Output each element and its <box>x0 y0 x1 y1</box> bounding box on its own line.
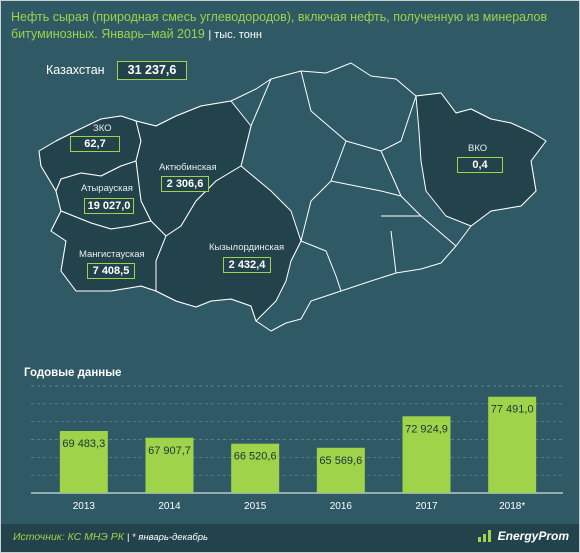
footer-bar: Источник: КС МНЭ РК | * январь-декабрь E… <box>1 524 579 552</box>
section-title: Годовые данные <box>24 367 122 379</box>
region-label-aktobe: Актюбинская <box>159 162 217 173</box>
bar-value-label: 65 569,6 <box>319 455 362 467</box>
source-text: Источник: КС МНЭ РК | * январь-декабрь <box>13 531 208 543</box>
country-label: Казахстан <box>46 63 105 77</box>
x-tick-label: 2016 <box>330 501 353 512</box>
unit-label: | тыс. тонн <box>208 29 262 41</box>
bar-2014 <box>145 437 194 493</box>
region-value-mangystau: 7 408,5 <box>87 263 135 279</box>
region-kyzylorda <box>155 165 302 322</box>
country-value: 31 237,6 <box>117 61 187 80</box>
bar-value-label: 77 491,0 <box>491 404 534 416</box>
bar-2018* <box>488 396 537 493</box>
x-tick-label: 2013 <box>73 501 96 512</box>
region-label-mangystau: Мангистауская <box>79 249 145 260</box>
bar-2017 <box>402 416 451 493</box>
source-label: Источник: КС МНЭ РК <box>13 531 124 543</box>
chart-grid <box>31 385 563 494</box>
region-value-aktobe: 2 306,6 <box>161 176 209 192</box>
x-tick-label: 2014 <box>158 501 181 512</box>
bar-value-label: 67 907,7 <box>148 445 191 457</box>
region-value-vko: 0,4 <box>457 157 503 173</box>
annual-bar-chart: 69 483,3 67 907,7 66 520,6 65 569,6 72 924,9… <box>31 385 563 512</box>
region-value-kyzylorda: 2 432,4 <box>223 257 271 273</box>
chart-x-labels: 2013 2014 2015 2016 2017 2018* <box>73 501 526 512</box>
bar-value-label: 72 924,9 <box>405 423 448 435</box>
source-note: | * январь-декабрь <box>126 532 208 543</box>
region-label-zko: ЗКО <box>93 123 112 134</box>
bar-value-label: 69 483,3 <box>62 438 105 450</box>
region-value-zko: 62,7 <box>70 136 120 152</box>
x-tick-label: 2017 <box>415 501 438 512</box>
bar-2013 <box>59 431 108 493</box>
region-label-kyzylorda: Кызылординская <box>209 242 285 253</box>
bar-2016 <box>316 447 365 493</box>
region-label-atyrau: Атырауская <box>81 183 133 194</box>
chart-bars <box>59 396 537 493</box>
region-value-atyrau: 19 027,0 <box>84 198 134 214</box>
x-tick-label: 2018* <box>499 501 525 512</box>
bar-value-label: 66 520,6 <box>234 451 277 463</box>
brand-name: EnergyProm <box>497 529 569 543</box>
region-label-vko: ВКО <box>468 143 488 154</box>
brand-logo: EnergyProm <box>477 529 569 543</box>
x-tick-label: 2015 <box>244 501 267 512</box>
bar-chart-icon <box>477 530 494 542</box>
chart-value-labels: 69 483,3 67 907,7 66 520,6 65 569,6 72 924,9… <box>62 404 533 467</box>
title-text: Нефть сырая (природная смесь углеводород… <box>11 10 548 41</box>
bar-2015 <box>231 443 280 493</box>
header-title: Нефть сырая (природная смесь углеводород… <box>11 9 571 44</box>
